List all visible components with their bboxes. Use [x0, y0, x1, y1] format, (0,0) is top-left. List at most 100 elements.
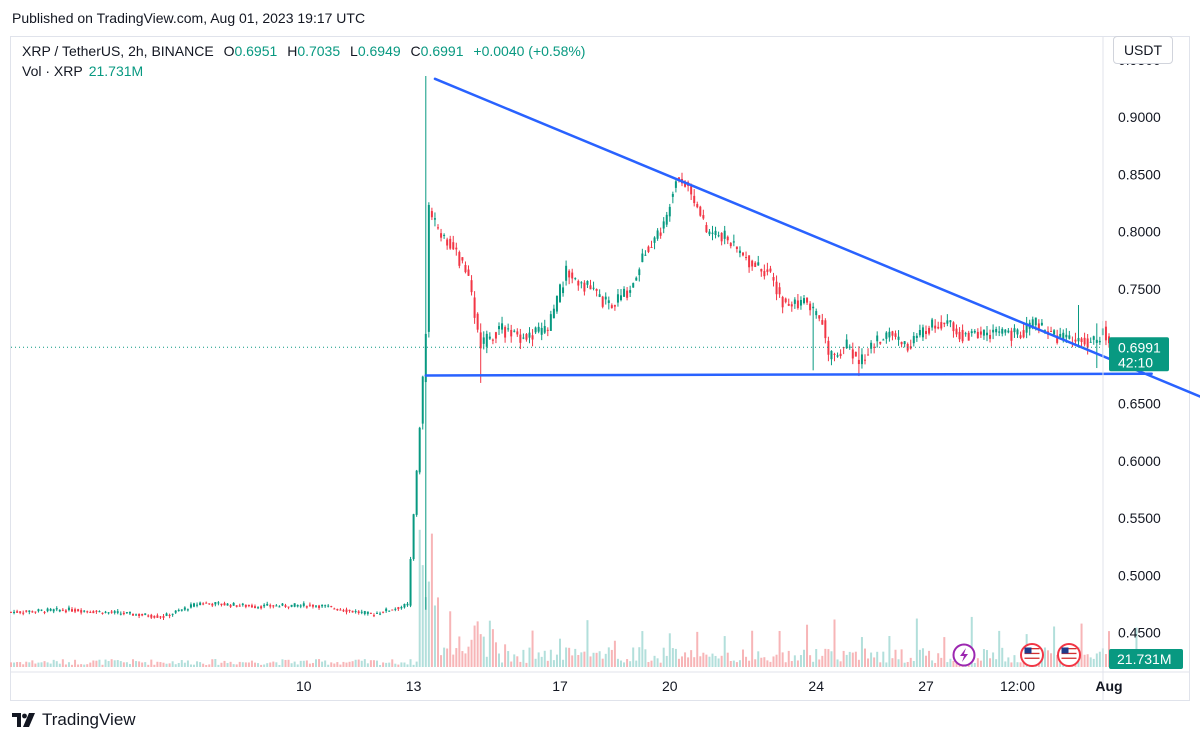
volume-bar [318, 659, 321, 667]
candle-body [586, 280, 589, 285]
volume-bar [546, 660, 549, 667]
volume-bar [531, 630, 534, 667]
candle-body [64, 610, 67, 613]
candle-body [1089, 341, 1092, 343]
candle-body [263, 604, 266, 607]
volume-bar [269, 662, 272, 667]
candle-body [925, 331, 927, 335]
candle-body [278, 606, 281, 608]
candle-body [793, 299, 796, 304]
candle-body [528, 332, 531, 338]
candle-body [168, 614, 171, 616]
volume-bar [107, 661, 110, 667]
candle-body [226, 603, 229, 606]
volume-bar [412, 664, 415, 667]
volume-bar [1095, 653, 1098, 667]
event-markers[interactable] [952, 643, 1081, 667]
us-flag-icon[interactable] [1020, 643, 1044, 667]
volume-bar [799, 655, 802, 667]
volume-bar [71, 664, 73, 667]
volume-bar [839, 661, 842, 667]
candle-body [37, 609, 40, 612]
lightning-icon[interactable] [952, 643, 976, 667]
candle-body [458, 252, 461, 266]
candle-body [360, 611, 363, 613]
candle-body [13, 611, 16, 613]
candle-body [171, 613, 174, 615]
candle-body [827, 340, 830, 355]
volume-bar [473, 625, 476, 667]
candle-body [351, 610, 354, 613]
candle-body [684, 181, 687, 187]
volume-bar [903, 662, 906, 667]
us-flag-icon[interactable] [1057, 643, 1081, 667]
volume-bar [147, 664, 150, 667]
volume-bar [580, 652, 583, 667]
currency-button[interactable]: USDT [1113, 36, 1173, 64]
candle-body [857, 359, 860, 365]
volume-bar [522, 649, 525, 667]
candle-body [958, 331, 961, 340]
price-axis[interactable]: 0.95000.90000.85000.80000.75000.70000.65… [1102, 37, 1183, 700]
volume-bar [116, 660, 119, 667]
volume-bar [726, 652, 729, 667]
candle-body [644, 254, 647, 256]
candle-body [860, 354, 863, 365]
volume-bar [31, 660, 34, 667]
candle-body [507, 328, 510, 330]
volume-bar [592, 652, 595, 667]
volume-bar [568, 647, 571, 667]
volume-bar [738, 660, 741, 667]
candle-body [260, 606, 263, 609]
time-tick-label: 20 [662, 678, 678, 694]
volume-bar [1001, 647, 1004, 667]
candle-body [199, 602, 202, 606]
candle-body [699, 206, 702, 216]
trendlines[interactable] [424, 77, 1200, 398]
candle-body [183, 607, 186, 610]
candle-body [1022, 330, 1025, 338]
volume-bar [476, 621, 479, 667]
candle-body [693, 195, 696, 204]
volume-bar [528, 647, 531, 667]
candle-body [583, 282, 586, 292]
volume-bar [46, 662, 49, 667]
candle-body [1062, 332, 1065, 341]
candle-body [543, 326, 546, 333]
candle-body [110, 611, 113, 613]
volume-bar [424, 597, 427, 667]
candle-body [674, 181, 677, 188]
candle-body [379, 613, 382, 615]
candle-body [433, 218, 436, 220]
volume-bar [940, 657, 943, 667]
volume-bar [857, 659, 860, 667]
candle-body [315, 605, 317, 607]
volume-bar [925, 655, 927, 667]
candle-body [894, 333, 897, 337]
volume-bar [717, 658, 720, 667]
volume-label: Vol · XRP [22, 63, 83, 79]
candle-body [952, 322, 955, 332]
volume-bar [138, 661, 141, 667]
volume-bar [351, 661, 354, 667]
candle-body [482, 337, 485, 344]
volume-bar [784, 662, 787, 667]
candle-body [656, 230, 659, 239]
candle-body [836, 355, 839, 357]
candle-body [443, 234, 446, 236]
tradingview-brand[interactable]: TradingView [12, 710, 136, 730]
candle-body [501, 323, 504, 330]
candle-body [10, 611, 12, 613]
candle-body [876, 335, 879, 342]
candle-body [708, 231, 711, 235]
volume-bar [937, 653, 940, 667]
volume-bar [598, 651, 601, 667]
candle-body [22, 612, 25, 614]
candle-body [89, 612, 92, 614]
close-label: C [410, 43, 421, 59]
candle-body [1095, 339, 1098, 343]
flag-icon-stripe [1024, 652, 1040, 655]
candle-body [864, 359, 866, 361]
